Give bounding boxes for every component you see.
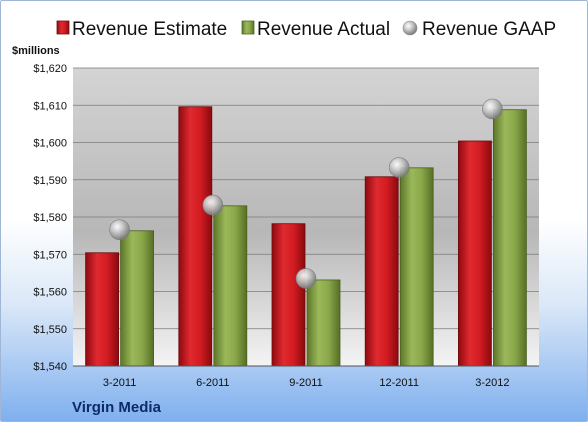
bar-revenue-estimate — [178, 106, 213, 367]
x-tick-label: 6-2011 — [196, 377, 229, 389]
y-axis-labels: $1,540 $1,550 $1,560 $1,570 $1,580 $1,590 $1,6… — [33, 63, 67, 373]
marker-revenue-gaap — [482, 98, 503, 120]
marker-revenue-gaap — [109, 219, 130, 240]
bar-revenue-estimate — [271, 223, 306, 367]
legend-swatch-actual — [241, 20, 255, 35]
legend-item-revenue-estimate: Revenue Estimate — [56, 19, 227, 40]
marker-revenue-gaap — [202, 194, 224, 216]
x-axis-labels: 3-2011 6-2011 9-2011 12-2011 3-2012 — [103, 377, 510, 389]
legend-label-estimate: Revenue Estimate — [72, 19, 227, 40]
x-tick-label: 12-2011 — [379, 377, 419, 389]
legend-item-revenue-gaap: Revenue GAAP — [402, 19, 556, 40]
marker-revenue-gaap — [295, 268, 317, 289]
legend-label-gaap: Revenue GAAP — [422, 19, 556, 40]
y-tick-label: $1,620 — [33, 63, 67, 75]
y-tick-label: $1,590 — [33, 175, 67, 187]
legend-label-actual: Revenue Actual — [257, 19, 390, 40]
bar-revenue-actual — [120, 230, 154, 367]
legend-item-revenue-actual: Revenue Actual — [241, 19, 390, 40]
gaap-markers — [109, 98, 503, 289]
x-tick-label: 9-2011 — [289, 377, 322, 389]
y-tick-label: $1,610 — [33, 100, 67, 112]
x-tick-label: 3-2012 — [475, 377, 509, 389]
x-tick-label: 3-2011 — [103, 377, 136, 389]
y-tick-label: $1,540 — [33, 361, 67, 373]
bar-revenue-estimate — [85, 252, 119, 367]
bar-revenue-actual — [213, 205, 248, 367]
bar-revenue-actual — [492, 109, 527, 367]
y-axis-unit-label: $millions — [12, 45, 60, 57]
bars — [85, 106, 527, 367]
y-tick-label: $1,550 — [33, 324, 67, 336]
marker-revenue-gaap — [388, 157, 410, 178]
y-tick-label: $1,580 — [33, 212, 67, 224]
legend-swatch-estimate — [56, 20, 70, 35]
bar-revenue-actual — [399, 167, 434, 367]
brand-label: Virgin Media — [72, 399, 162, 416]
legend: Revenue Estimate Revenue Actual Revenue … — [56, 19, 556, 40]
y-tick-label: $1,570 — [33, 249, 67, 261]
bar-revenue-actual — [306, 279, 341, 367]
legend-swatch-gaap — [402, 20, 418, 36]
y-tick-label: $1,560 — [33, 287, 67, 299]
bar-revenue-estimate — [364, 176, 399, 367]
y-tick-label: $1,600 — [33, 138, 67, 150]
bar-revenue-estimate — [457, 140, 492, 367]
